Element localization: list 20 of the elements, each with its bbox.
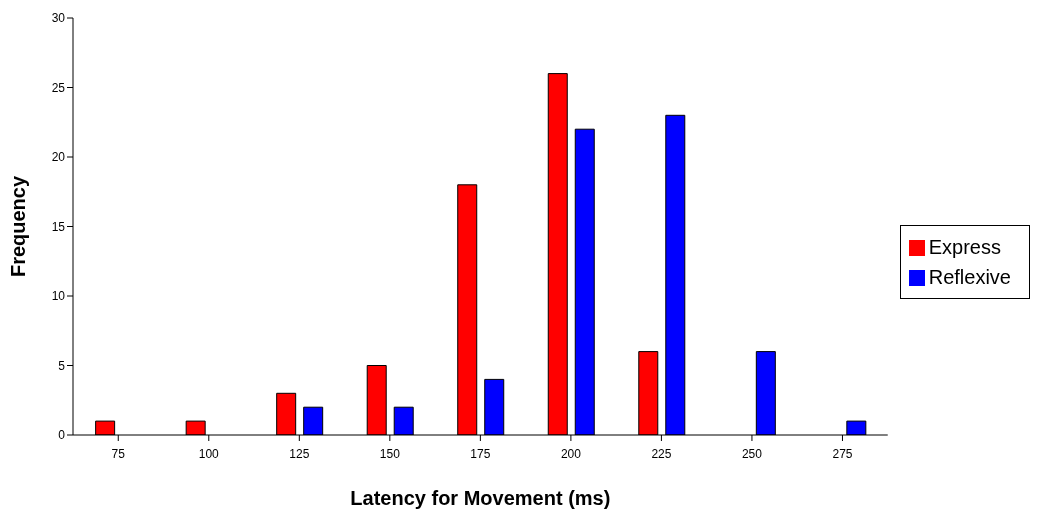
x-tick-label: 125 <box>289 446 310 461</box>
y-tick-label: 15 <box>51 219 66 234</box>
x-tick-label: 225 <box>651 446 672 461</box>
y-tick-label: 10 <box>51 289 66 304</box>
x-tick-label: 75 <box>111 446 126 461</box>
x-axis-title: Latency for Movement (ms) <box>350 487 611 509</box>
x-tick-label: 150 <box>379 446 401 461</box>
x-tick-label: 100 <box>198 446 220 461</box>
x-tick-label: 200 <box>560 446 582 461</box>
legend-label: Express <box>928 235 1001 258</box>
x-tick-label: 250 <box>741 446 763 461</box>
y-tick-label: 30 <box>51 11 66 26</box>
y-tick-label: 25 <box>51 80 66 95</box>
y-tick-label: 5 <box>58 358 66 373</box>
y-tick-label: 20 <box>51 150 66 165</box>
y-axis-title: Frequency <box>7 175 30 278</box>
y-tick-label: 0 <box>58 428 66 443</box>
legend-label: Reflexive <box>928 265 1011 288</box>
x-tick-label: 275 <box>832 446 853 461</box>
x-tick-label: 175 <box>470 446 491 461</box>
